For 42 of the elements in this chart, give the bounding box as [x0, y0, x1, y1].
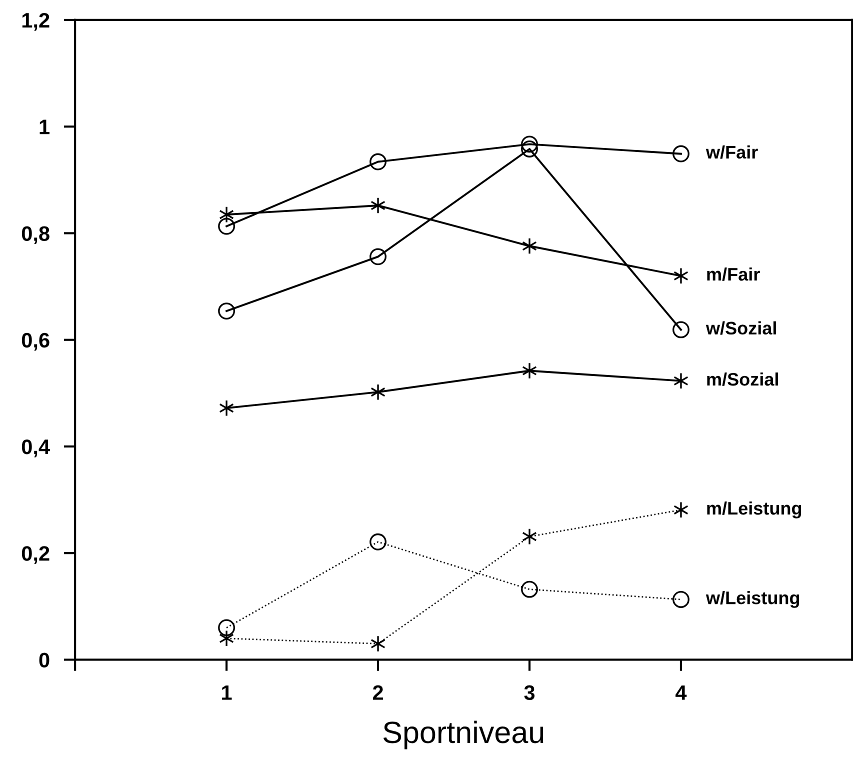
x-tick-label: 2 [372, 685, 383, 700]
point [522, 238, 537, 254]
y-tick-label: 0,2 [22, 546, 50, 564]
point [370, 153, 386, 170]
series-label: w/Leistung [706, 591, 800, 608]
y-tick-label: 1 [40, 120, 50, 134]
point [218, 218, 236, 235]
point [219, 206, 234, 224]
point [219, 630, 234, 647]
point [672, 590, 690, 608]
y-tick-label: 0,6 [22, 332, 50, 351]
series-label: m/Leistung [707, 501, 802, 518]
point [521, 140, 538, 158]
point [218, 302, 236, 320]
point [521, 136, 538, 153]
point [370, 635, 386, 652]
series-label: w/Fair [706, 145, 758, 159]
y-tick-label: 0,4 [22, 439, 50, 458]
series-label: w/Sozial [706, 321, 776, 335]
point [672, 321, 690, 338]
point [674, 501, 688, 518]
x-tick-label: 1 [222, 685, 232, 700]
point [370, 197, 386, 214]
y-tick-label: 0,8 [22, 226, 50, 244]
point [218, 619, 236, 636]
point [370, 248, 386, 266]
point [370, 384, 386, 401]
point [219, 400, 234, 417]
x-tick-label: 3 [524, 685, 535, 700]
point [370, 533, 386, 550]
point [674, 372, 688, 390]
point [521, 580, 538, 598]
point [672, 145, 690, 162]
point [522, 528, 537, 546]
point [522, 362, 537, 380]
y-tick-label: 1,2 [22, 12, 50, 31]
x-tick-label: 4 [676, 685, 687, 700]
x-axis-title: Sportniveau [383, 720, 544, 750]
series-label: m/Sozial [707, 372, 778, 386]
y-tick-label: 0 [39, 652, 50, 668]
point [674, 267, 688, 284]
series-label: m/Fair [707, 267, 760, 281]
